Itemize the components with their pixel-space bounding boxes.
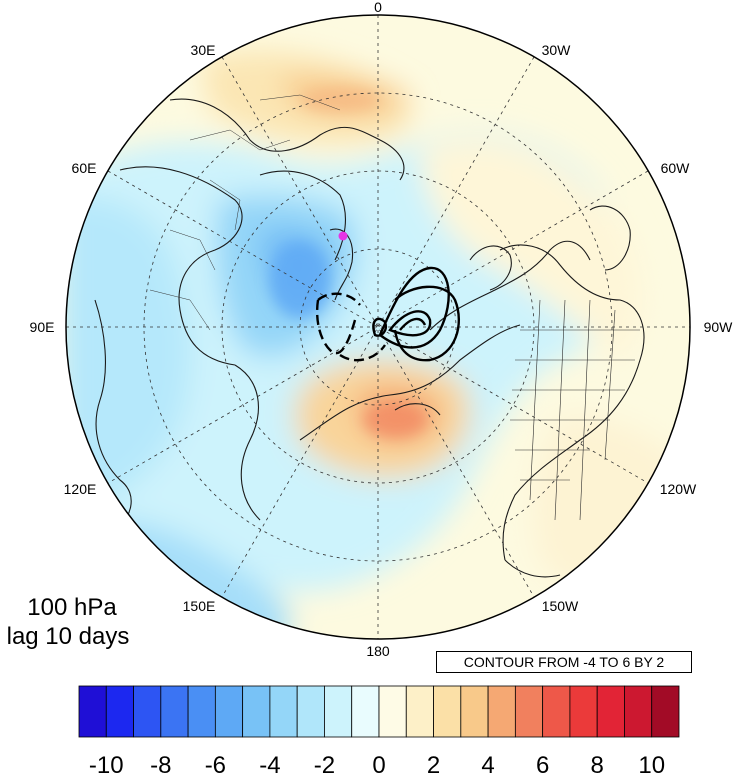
colorbar-box [105, 685, 134, 738]
colorbar-box [133, 685, 162, 738]
colorbar-tick-label: 8 [591, 752, 604, 779]
colorbar-tick-label: 2 [427, 752, 440, 779]
graticule [66, 15, 690, 639]
lon-label-0: 0 [374, 0, 382, 15]
colorbar-box [296, 685, 325, 738]
colorbar-box [487, 685, 516, 738]
contour-info-box: CONTOUR FROM -4 TO 6 BY 2 [436, 651, 692, 673]
map-disk [66, 15, 690, 639]
colorbar-box [596, 685, 625, 738]
colorbar-box [269, 685, 298, 738]
colorbar-box [460, 685, 489, 738]
colorbar-tick-label: -2 [314, 752, 335, 779]
colorbar-tick-label: -8 [150, 752, 171, 779]
lon-label-90w: 90W [704, 319, 734, 335]
colorbar-tick-label: -4 [259, 752, 280, 779]
colorbar-tick-label: 6 [536, 752, 549, 779]
country-borders [149, 94, 341, 331]
colorbar-tick-label: 10 [638, 752, 665, 779]
colorbar-box [351, 685, 380, 738]
colorbar-ticks: -10 -8 -6 -4 -2 0 2 4 6 8 10 [89, 752, 665, 779]
colorbar-box [514, 685, 544, 738]
colorbar-box [324, 685, 353, 738]
reference-point-marker [338, 231, 348, 241]
lon-label-30e: 30E [191, 42, 216, 58]
lon-label-150e: 150E [183, 598, 216, 614]
colorbar-box [542, 685, 571, 738]
map-boundary [65, 14, 691, 640]
colorbar-box [405, 685, 434, 738]
colorbar-box [378, 685, 407, 738]
pressure-level-label: 100 hPa [27, 594, 117, 621]
contour-lines [316, 266, 460, 362]
lon-label-120w: 120W [660, 481, 697, 497]
lon-label-60e: 60E [72, 160, 97, 176]
lon-label-120e: 120E [64, 481, 97, 497]
anomaly-core [270, 88, 427, 438]
colorbar-tick-label: -10 [89, 752, 124, 779]
colorbar-box [242, 685, 271, 738]
colorbar-box [78, 685, 107, 738]
longitude-labels: 0 30W 60W 90W 120W 150W 180 150E 120E 90… [30, 0, 734, 659]
lon-label-30w: 30W [542, 42, 572, 58]
colorbar-box [624, 685, 653, 738]
lon-label-180: 180 [366, 643, 390, 659]
colorbar-tick-label: 4 [481, 752, 494, 779]
lag-label: lag 10 days [7, 623, 130, 650]
colorbar-tick-label: -6 [205, 752, 226, 779]
coastlines [94, 98, 645, 578]
colorbar-box [569, 685, 598, 738]
colorbar-box [214, 685, 244, 738]
colorbar-box [160, 685, 189, 738]
us-states [510, 299, 640, 521]
lon-label-60w: 60W [661, 160, 691, 176]
lon-label-150w: 150W [542, 598, 579, 614]
colorbar-tick-label: 0 [372, 752, 385, 779]
lon-label-90e: 90E [30, 319, 55, 335]
colorbar: -10 -8 -6 -4 -2 0 2 4 6 8 10 [78, 685, 680, 779]
colorbar-box [187, 685, 216, 738]
colorbar-box [651, 685, 680, 738]
colorbar-box [433, 685, 462, 738]
colorbar-boxes [78, 685, 680, 738]
